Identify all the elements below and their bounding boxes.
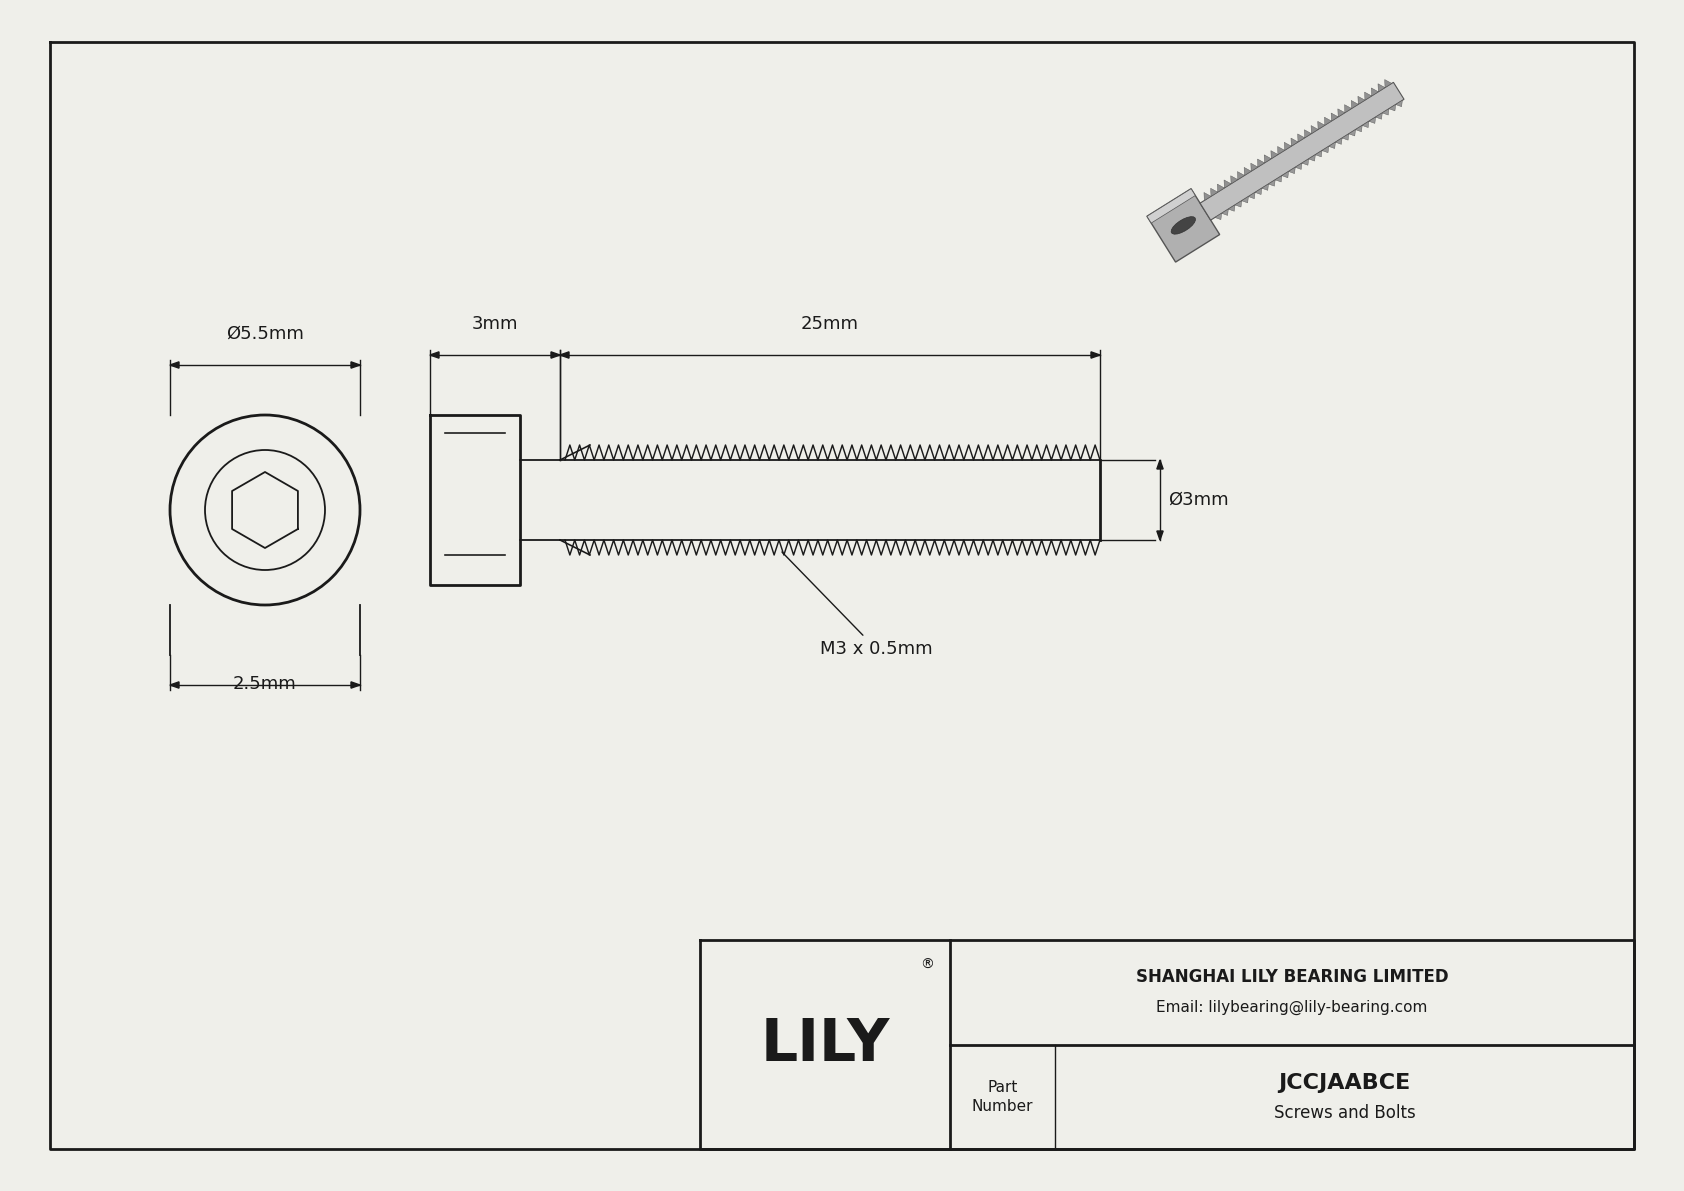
Polygon shape: [1244, 168, 1251, 175]
Polygon shape: [170, 362, 179, 368]
Text: Part
Number: Part Number: [972, 1079, 1034, 1115]
Polygon shape: [1275, 175, 1282, 182]
Polygon shape: [1349, 130, 1356, 136]
Text: Ø5.5mm: Ø5.5mm: [226, 325, 303, 343]
Polygon shape: [1147, 188, 1219, 262]
Polygon shape: [1231, 176, 1238, 183]
Polygon shape: [1221, 210, 1228, 216]
Text: Screws and Bolts: Screws and Bolts: [1273, 1104, 1415, 1122]
Polygon shape: [1322, 146, 1329, 152]
Polygon shape: [1234, 201, 1241, 207]
Text: Email: lilybearing@lily-bearing.com: Email: lilybearing@lily-bearing.com: [1157, 1000, 1428, 1015]
Text: M3 x 0.5mm: M3 x 0.5mm: [781, 551, 933, 657]
Polygon shape: [1302, 158, 1308, 166]
Polygon shape: [1357, 96, 1366, 105]
Polygon shape: [1378, 83, 1384, 92]
Polygon shape: [1330, 113, 1339, 121]
Polygon shape: [1371, 88, 1378, 96]
Polygon shape: [1218, 185, 1224, 192]
Polygon shape: [1201, 82, 1404, 220]
Polygon shape: [1315, 150, 1322, 157]
Polygon shape: [1305, 130, 1312, 138]
Polygon shape: [1248, 193, 1255, 199]
Polygon shape: [429, 351, 440, 358]
Polygon shape: [1228, 205, 1234, 211]
Polygon shape: [1308, 155, 1315, 161]
Polygon shape: [1384, 80, 1391, 88]
Polygon shape: [551, 351, 561, 358]
Polygon shape: [1369, 117, 1376, 124]
Polygon shape: [1157, 531, 1164, 540]
Polygon shape: [1211, 188, 1218, 197]
Polygon shape: [1091, 351, 1100, 358]
Polygon shape: [1342, 133, 1349, 141]
Polygon shape: [1204, 193, 1211, 200]
Polygon shape: [1214, 213, 1221, 219]
Polygon shape: [1241, 197, 1248, 202]
Text: LILY: LILY: [759, 1016, 889, 1073]
Polygon shape: [170, 682, 179, 688]
Polygon shape: [1376, 113, 1383, 119]
Polygon shape: [1362, 121, 1369, 127]
Polygon shape: [1285, 142, 1292, 150]
Polygon shape: [1271, 150, 1278, 158]
Polygon shape: [1147, 188, 1196, 223]
Polygon shape: [561, 351, 569, 358]
Text: 3mm: 3mm: [472, 314, 519, 333]
Polygon shape: [1344, 105, 1352, 113]
Polygon shape: [1278, 146, 1285, 155]
Polygon shape: [1288, 167, 1295, 174]
Polygon shape: [1298, 133, 1305, 142]
Polygon shape: [1251, 163, 1258, 172]
Polygon shape: [1157, 460, 1164, 469]
Polygon shape: [350, 362, 360, 368]
Text: 25mm: 25mm: [802, 314, 859, 333]
Polygon shape: [1238, 172, 1244, 180]
Polygon shape: [1329, 142, 1335, 149]
Polygon shape: [1224, 180, 1231, 188]
Polygon shape: [350, 682, 360, 688]
Polygon shape: [1337, 108, 1346, 117]
Text: 2.5mm: 2.5mm: [232, 675, 296, 693]
Polygon shape: [1389, 105, 1396, 111]
Polygon shape: [1324, 117, 1332, 125]
Polygon shape: [1335, 138, 1342, 144]
Polygon shape: [1258, 160, 1265, 167]
Polygon shape: [1396, 100, 1403, 107]
Text: SHANGHAI LILY BEARING LIMITED: SHANGHAI LILY BEARING LIMITED: [1135, 968, 1448, 986]
Polygon shape: [1261, 183, 1268, 191]
Polygon shape: [1356, 125, 1362, 132]
Text: ®: ®: [919, 958, 935, 972]
Polygon shape: [1351, 100, 1359, 108]
Polygon shape: [1170, 217, 1196, 235]
Polygon shape: [1312, 125, 1319, 133]
Text: JCCJAABCE: JCCJAABCE: [1278, 1073, 1411, 1093]
Text: Ø3mm: Ø3mm: [1169, 491, 1229, 509]
Polygon shape: [1282, 172, 1288, 177]
Polygon shape: [1295, 163, 1302, 169]
Polygon shape: [1265, 155, 1271, 163]
Polygon shape: [1319, 121, 1325, 130]
Polygon shape: [1292, 138, 1298, 146]
Polygon shape: [1255, 188, 1261, 194]
Polygon shape: [1364, 92, 1372, 100]
Polygon shape: [1383, 108, 1389, 116]
Polygon shape: [1268, 180, 1275, 186]
